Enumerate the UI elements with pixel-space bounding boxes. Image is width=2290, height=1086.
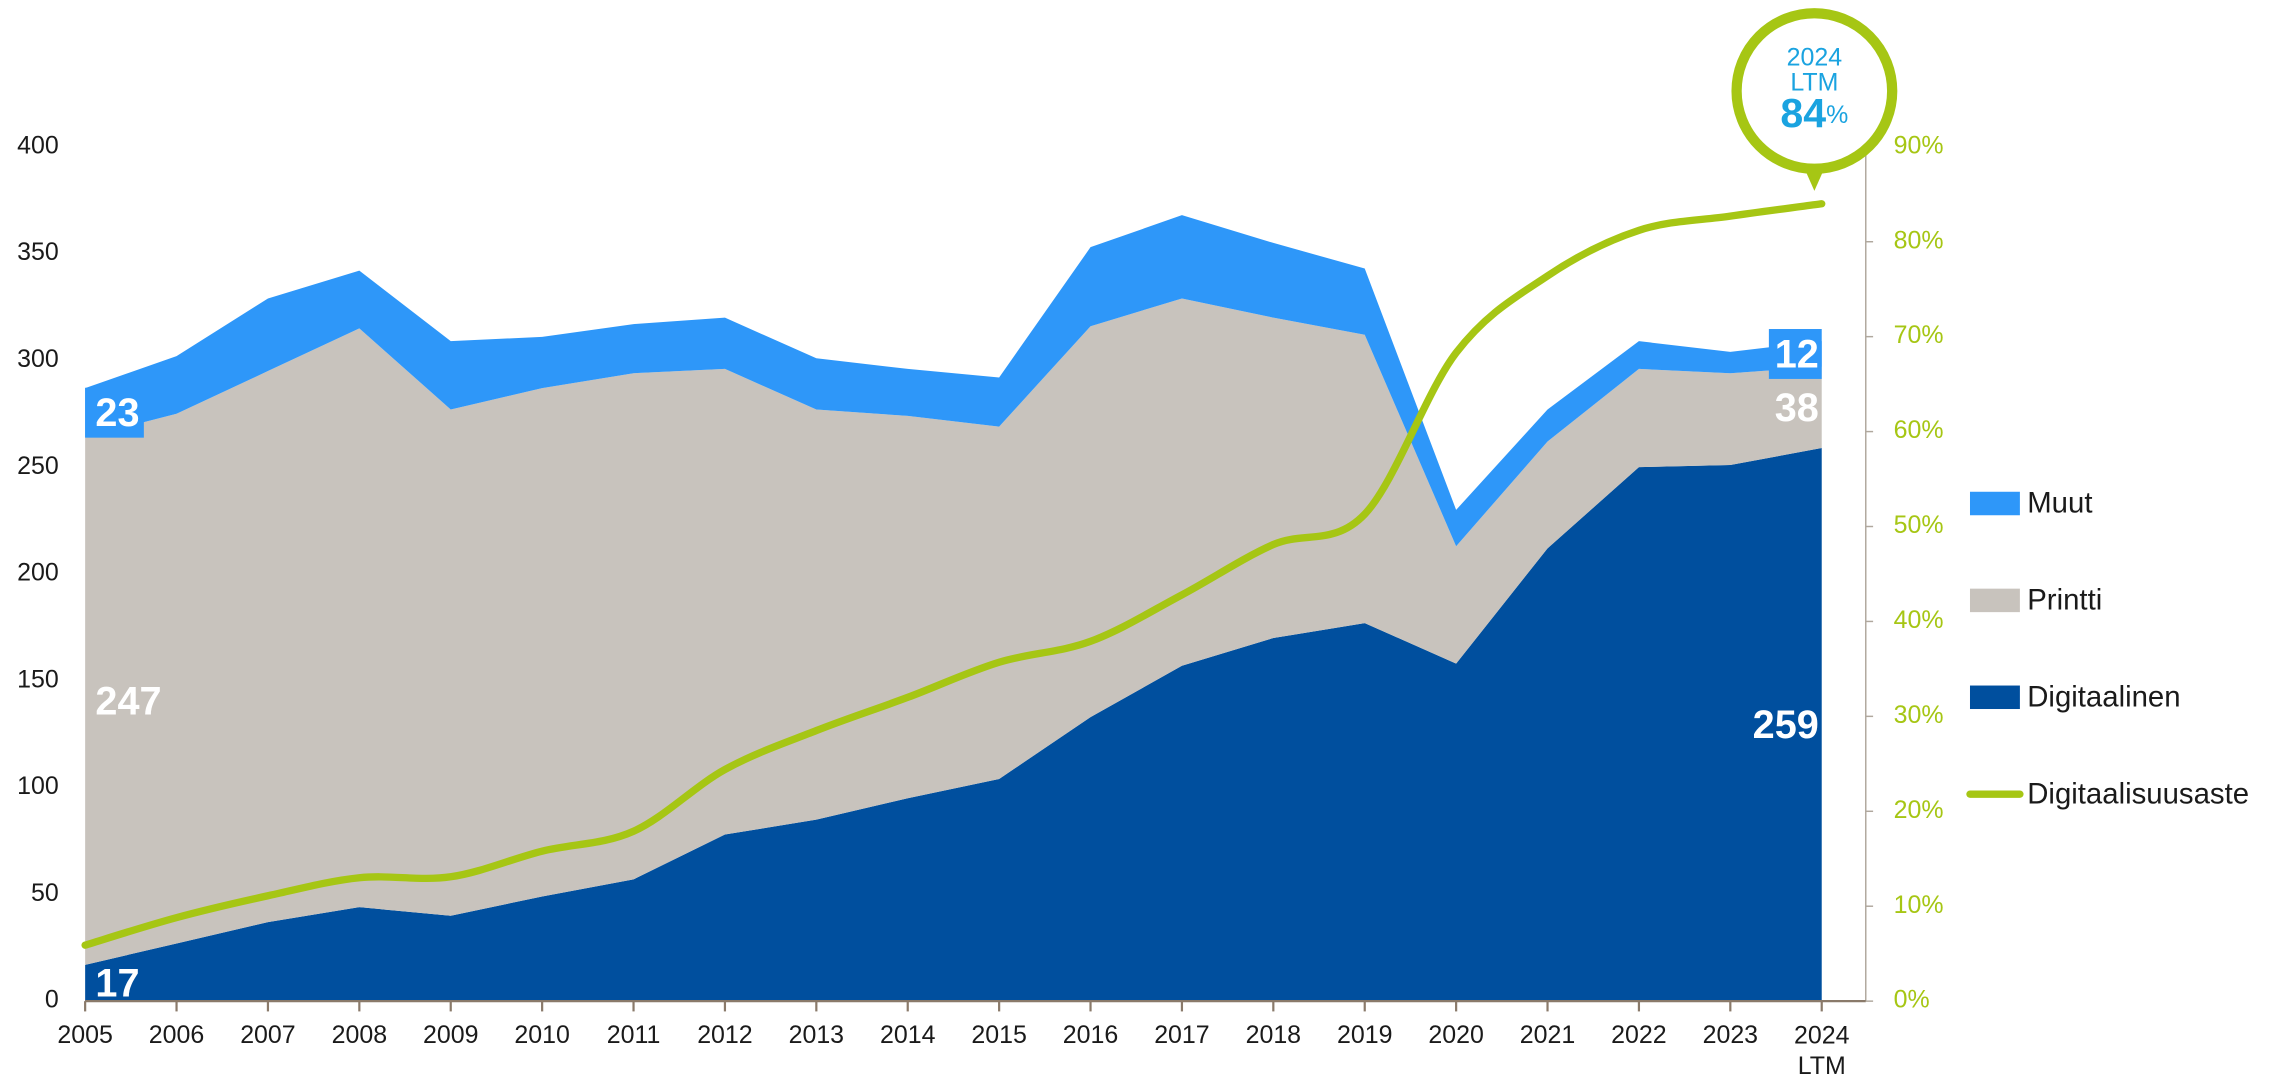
x-tick-label: 2011: [607, 1021, 661, 1049]
y-tick-label: 150: [17, 665, 59, 693]
x-tick-label: 2022: [1611, 1021, 1666, 1049]
y2-tick-label: 90%: [1894, 131, 1944, 159]
y2-tick-label: 40%: [1894, 606, 1944, 634]
legend-label: Printti: [2027, 584, 2102, 617]
x-tick-label: 2019: [1337, 1021, 1392, 1049]
legend-swatch: [1969, 588, 2020, 613]
x-tick-label: 2014: [880, 1021, 936, 1049]
x-tick-label: 2008: [332, 1021, 387, 1049]
x-tick-label: 2018: [1246, 1021, 1301, 1049]
x-tick-label: 2006: [149, 1021, 204, 1049]
x-tick-label: 2024 LTM: [1794, 1021, 1850, 1080]
y-tick-label: 100: [17, 772, 59, 800]
y-tick-label: 250: [17, 452, 59, 480]
x-tick-label: 2021: [1520, 1021, 1575, 1049]
legend-label: Digitaalinen: [2027, 680, 2180, 713]
y2-tick-label: 70%: [1894, 321, 1944, 349]
x-tick-label: 2023: [1703, 1021, 1758, 1049]
legend-label: Muut: [2027, 487, 2092, 520]
x-tick-label: 2010: [514, 1021, 569, 1049]
x-tick-label: 2013: [789, 1021, 844, 1049]
x-tick-label: 2009: [423, 1021, 478, 1049]
y2-tick-label: 50%: [1894, 511, 1944, 539]
data-label: 17: [95, 961, 139, 1005]
y2-tick-label: 80%: [1894, 226, 1944, 254]
y2-tick-label: 20%: [1894, 796, 1944, 824]
legend-label: Digitaalisuusaste: [2027, 777, 2249, 810]
data-label: 247: [95, 679, 161, 723]
callout-unit: %: [1826, 101, 1848, 129]
x-tick-label: 2016: [1063, 1021, 1118, 1049]
x-tick-label: 2005: [57, 1021, 112, 1049]
area: [85, 447, 1822, 1002]
area: [85, 298, 1822, 965]
callout-text: LTM: [1790, 68, 1838, 96]
y-tick-label: 200: [17, 559, 59, 587]
x-tick-label-line: 2024: [1794, 1021, 1850, 1049]
y2-tick-label: 30%: [1894, 701, 1944, 729]
x-tick-label: 2015: [971, 1021, 1026, 1049]
y-tick-label: 350: [17, 238, 59, 266]
callout-text: 2024: [1787, 43, 1843, 71]
x-tick-label: 2012: [697, 1021, 752, 1049]
area: [85, 215, 1822, 547]
y2-tick-label: 0%: [1894, 986, 1930, 1014]
x-tick-label: 2020: [1428, 1021, 1483, 1049]
callout: [1731, 8, 1898, 174]
y2-tick-label: 10%: [1894, 891, 1944, 919]
data-label-box: [85, 387, 144, 438]
data-label-box: [1768, 329, 1822, 379]
line: [81, 200, 1826, 949]
data-label: 38: [1775, 386, 1819, 430]
y-tick-label: 400: [17, 131, 59, 159]
x-tick-label-line: LTM: [1798, 1052, 1846, 1080]
legend-swatch: [1969, 685, 2020, 710]
y-tick-label: 300: [17, 345, 59, 373]
y-tick-label: 0: [45, 986, 59, 1014]
data-label: 23: [95, 391, 139, 435]
y2-tick-label: 60%: [1894, 416, 1944, 444]
x-tick-label: 2017: [1154, 1021, 1209, 1049]
y-tick-label: 50: [31, 879, 59, 907]
callout-value: 84%: [1780, 90, 1848, 136]
legend-swatch: [1969, 491, 2020, 516]
data-label: 259: [1753, 703, 1819, 747]
data-label: 12: [1775, 332, 1819, 376]
callout-number: 84: [1780, 90, 1826, 136]
x-tick-label: 2007: [240, 1021, 295, 1049]
